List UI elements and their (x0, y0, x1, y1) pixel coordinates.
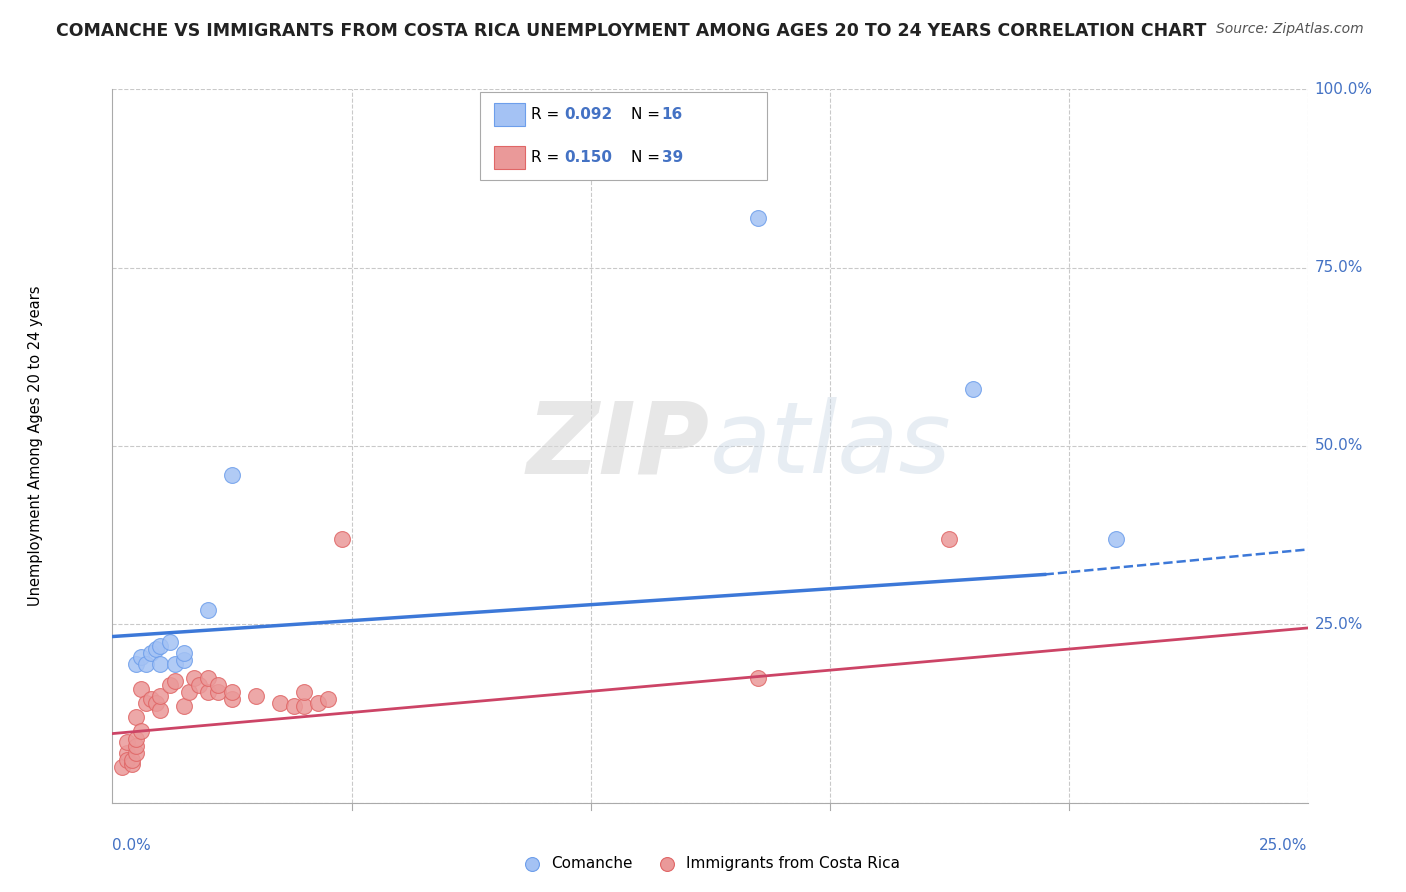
Point (125, 746, 148, 760)
Text: 25.0%: 25.0% (1315, 617, 1362, 632)
Point (111, 760, 134, 774)
Text: 0.0%: 0.0% (112, 838, 152, 854)
Point (177, 685, 200, 699)
Point (207, 685, 229, 699)
Point (135, 657, 157, 671)
Point (221, 685, 243, 699)
Point (245, 689, 267, 703)
Text: 0.150: 0.150 (565, 150, 613, 165)
Point (129, 724, 152, 739)
Point (747, 211, 769, 225)
Point (115, 746, 138, 760)
Point (163, 657, 186, 671)
Point (149, 657, 172, 671)
Point (747, 671, 769, 685)
Text: 50.0%: 50.0% (1315, 439, 1362, 453)
Point (145, 642, 167, 657)
Text: 0.092: 0.092 (565, 107, 613, 122)
Point (145, 696, 167, 710)
Point (197, 603, 219, 617)
Point (163, 674, 186, 689)
Text: 75.0%: 75.0% (1315, 260, 1362, 275)
Text: N =: N = (630, 150, 665, 165)
Point (962, 382, 984, 396)
Point (197, 685, 219, 699)
Text: ZIP: ZIP (527, 398, 710, 494)
Point (149, 689, 172, 703)
Point (125, 710, 148, 724)
Point (129, 681, 152, 696)
Text: 39: 39 (662, 150, 683, 165)
Point (292, 699, 315, 714)
Point (292, 685, 315, 699)
Point (173, 646, 195, 660)
Point (173, 653, 195, 667)
Point (283, 699, 305, 714)
Text: Unemployment Among Ages 20 to 24 years: Unemployment Among Ages 20 to 24 years (28, 285, 42, 607)
Point (187, 678, 209, 692)
Text: R =: R = (531, 107, 564, 122)
Point (938, 532, 960, 546)
Point (139, 646, 162, 660)
Point (221, 692, 243, 706)
Legend: Comanche, Immigrants from Costa Rica: Comanche, Immigrants from Costa Rica (515, 850, 905, 877)
Point (173, 699, 195, 714)
Point (121, 756, 143, 771)
Point (197, 671, 219, 685)
Point (129, 649, 152, 664)
Point (159, 635, 181, 649)
Point (139, 692, 162, 706)
Text: COMANCHE VS IMMIGRANTS FROM COSTA RICA UNEMPLOYMENT AMONG AGES 20 TO 24 YEARS CO: COMANCHE VS IMMIGRANTS FROM COSTA RICA U… (56, 22, 1206, 40)
Point (330, 532, 353, 546)
Point (307, 696, 329, 710)
Point (316, 692, 339, 706)
Point (125, 731, 148, 746)
Point (135, 696, 157, 710)
Text: atlas: atlas (710, 398, 952, 494)
Text: 100.0%: 100.0% (1315, 82, 1372, 96)
Point (115, 753, 138, 767)
Point (115, 735, 138, 749)
Point (269, 696, 291, 710)
Text: 16: 16 (662, 107, 683, 122)
Point (149, 703, 172, 717)
Point (183, 671, 205, 685)
Text: N =: N = (630, 107, 665, 122)
Text: 25.0%: 25.0% (1260, 838, 1308, 854)
Point (207, 678, 229, 692)
Point (125, 739, 148, 753)
Point (159, 678, 181, 692)
Point (1105, 532, 1128, 546)
Text: Source: ZipAtlas.com: Source: ZipAtlas.com (1216, 22, 1364, 37)
Point (121, 753, 143, 767)
Point (149, 639, 172, 653)
Point (221, 467, 243, 482)
Point (125, 657, 148, 671)
Text: R =: R = (531, 150, 564, 165)
